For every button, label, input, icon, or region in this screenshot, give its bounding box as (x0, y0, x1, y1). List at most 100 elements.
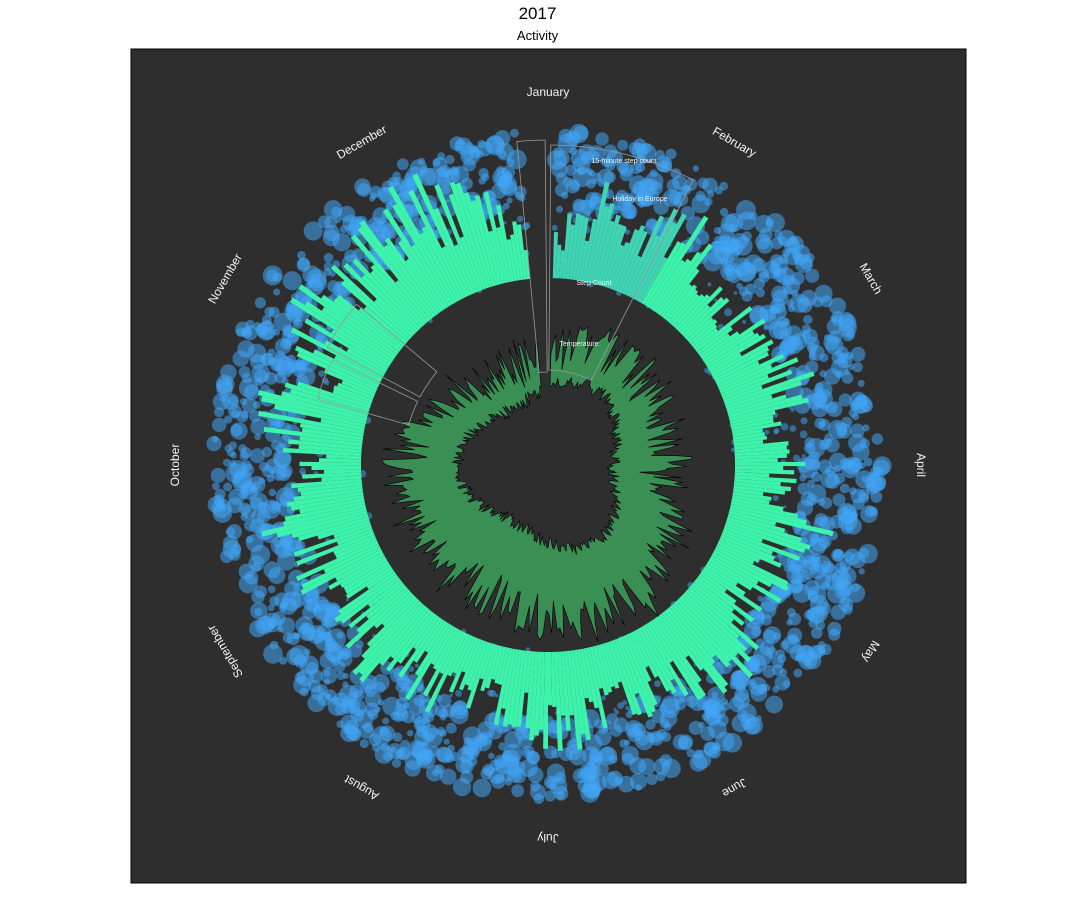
step-point-1165 (802, 331, 811, 340)
step-point-1067 (788, 612, 802, 626)
step-point-1801 (799, 430, 808, 439)
step-point-137 (617, 139, 629, 151)
step-bar-68 (719, 357, 799, 394)
step-point-1396 (786, 564, 807, 584)
step-bar-122 (708, 558, 782, 603)
step-point-1074 (833, 464, 842, 473)
step-point-451 (569, 180, 580, 191)
step-bar-62 (711, 339, 774, 377)
step-bar-164 (605, 642, 622, 683)
step-bar-326 (357, 226, 433, 320)
step-bar-219 (413, 615, 440, 650)
step-point-1555 (730, 447, 736, 452)
step-bar-12 (584, 181, 610, 283)
step-bar-290 (290, 388, 369, 415)
step-point-746 (359, 738, 369, 749)
step-point-489 (870, 491, 883, 503)
step-bar-171 (583, 648, 599, 709)
step-point-725 (609, 724, 623, 737)
step-bar-102 (731, 497, 784, 512)
step-bar-105 (729, 507, 834, 537)
step-point-1613 (707, 282, 712, 287)
step-point-1706 (713, 298, 718, 302)
step-point-830 (400, 739, 410, 750)
step-point-1361 (750, 682, 758, 689)
step-point-1322 (498, 150, 507, 159)
step-bar-277 (283, 447, 362, 457)
step-bar-50 (688, 319, 718, 345)
step-point-408 (212, 417, 227, 433)
step-point-1694 (783, 505, 787, 509)
step-point-195 (391, 758, 402, 768)
step-point-1107 (826, 401, 843, 418)
step-point-709 (395, 697, 409, 711)
step-bar-241 (345, 563, 391, 595)
step-bar-126 (701, 569, 763, 612)
step-point-1589 (733, 291, 738, 295)
step-point-356 (765, 695, 783, 714)
step-bar-159 (620, 636, 656, 713)
step-bar-161 (614, 638, 639, 695)
step-bar-43 (672, 294, 705, 328)
step-bar-98 (733, 485, 786, 495)
step-point-1207 (508, 755, 518, 765)
step-bar-256 (317, 519, 371, 540)
step-point-1629 (780, 423, 789, 431)
step-bar-129 (695, 576, 755, 623)
step-bar-23 (618, 230, 648, 294)
step-bar-13 (587, 206, 609, 283)
step-point-1145 (678, 734, 694, 750)
step-bar-291 (284, 382, 370, 412)
step-bar-257 (298, 516, 370, 542)
step-bar-132 (689, 584, 734, 623)
step-bar-14 (591, 203, 615, 284)
step-bar-294 (333, 385, 373, 403)
step-point-1444 (592, 151, 600, 160)
step-point-1281 (396, 747, 410, 761)
step-bar-112 (722, 528, 801, 561)
step-bar-57 (702, 318, 766, 363)
step-bar-134 (685, 589, 740, 639)
step-point-1369 (296, 367, 316, 387)
step-bar-133 (687, 586, 760, 651)
step-point-523 (305, 282, 312, 290)
step-bar-272 (323, 469, 362, 474)
step-point-192 (774, 674, 791, 691)
step-point-1334 (434, 705, 447, 717)
step-point-1182 (714, 245, 731, 262)
step-bar-123 (706, 560, 753, 591)
step-bar-60 (707, 333, 766, 371)
step-point-1323 (502, 202, 510, 210)
step-bar-348 (463, 192, 496, 287)
step-point-737 (763, 626, 782, 644)
step-point-1198 (835, 561, 847, 574)
step-point-1448 (689, 754, 708, 772)
step-point-1656 (654, 695, 662, 702)
step-point-548 (510, 128, 519, 138)
step-point-874 (249, 410, 262, 423)
step-point-596 (839, 314, 857, 332)
step-bar-204 (458, 638, 482, 691)
step-point-1104 (672, 175, 687, 190)
step-point-1502 (625, 705, 630, 711)
step-bar-296 (341, 380, 376, 397)
step-point-1691 (773, 555, 778, 560)
step-point-1450 (326, 628, 346, 649)
step-point-1580 (789, 425, 797, 432)
step-bar-55 (698, 333, 730, 357)
step-bar-225 (359, 603, 425, 676)
step-point-975 (382, 751, 393, 761)
step-point-1138 (555, 172, 568, 185)
step-bar-229 (381, 594, 415, 627)
step-point-896 (212, 436, 219, 443)
fifteen-minute-step-scatter (206, 123, 892, 805)
step-point-1431 (719, 181, 729, 191)
step-point-1432 (329, 270, 336, 277)
step-point-1230 (225, 463, 246, 484)
step-point-758 (382, 717, 390, 725)
step-point-771 (772, 320, 792, 340)
step-point-1227 (838, 597, 854, 612)
step-point-1470 (800, 528, 819, 547)
step-bar-239 (366, 569, 395, 590)
step-point-1021 (392, 711, 404, 723)
